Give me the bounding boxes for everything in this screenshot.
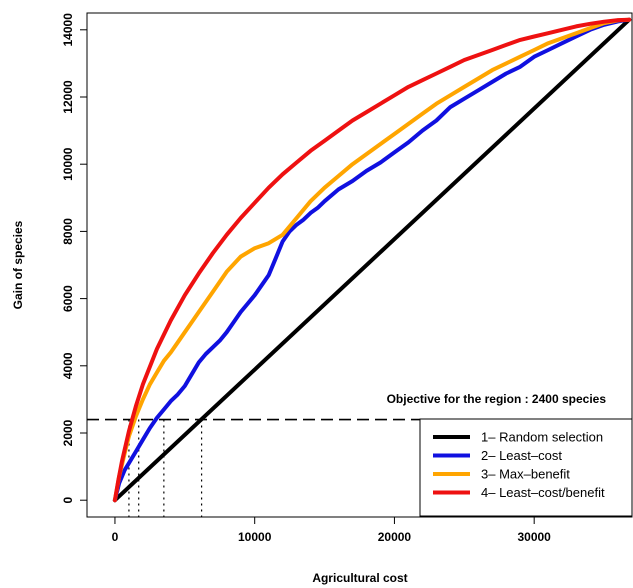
series-line-1: [112, 17, 632, 503]
legend-label-4: 4– Least–cost/benefit: [481, 485, 605, 500]
y-axis-title: Gain of species: [11, 220, 25, 309]
x-tick-label: 10000: [238, 530, 272, 544]
y-tick-label: 4000: [61, 352, 75, 379]
x-axis: 0 10000 20000 30000: [112, 517, 551, 544]
series-line-4: [112, 17, 632, 503]
y-tick-label: 6000: [61, 285, 75, 312]
x-axis-title: Agricultural cost: [312, 571, 407, 585]
y-tick-label: 0: [61, 497, 75, 504]
y-axis: 0 2000 4000 6000 8000 10000 12000 14000: [61, 13, 87, 504]
x-tick-label: 30000: [517, 530, 551, 544]
y-tick-label: 12000: [61, 80, 75, 114]
y-tick-label: 2000: [61, 419, 75, 446]
y-tick-label: 14000: [61, 13, 75, 47]
legend: 1– Random selection 2– Least–cost 3– Max–b…: [419, 418, 633, 517]
legend-label-2: 2– Least–cost: [481, 448, 562, 463]
series-line-2: [112, 17, 632, 503]
legend-label-1: 1– Random selection: [481, 430, 603, 445]
series-layer: [112, 17, 632, 503]
plot-frame: [86, 12, 633, 518]
objective-label: Objective for the region : 2400 species: [387, 392, 607, 406]
series-line-3: [112, 17, 632, 503]
legend-label-3: 3– Max–benefit: [481, 467, 570, 482]
y-tick-label: 8000: [61, 218, 75, 245]
y-tick-label: 10000: [61, 147, 75, 181]
x-tick-label: 20000: [378, 530, 412, 544]
x-tick-label: 0: [112, 530, 119, 544]
